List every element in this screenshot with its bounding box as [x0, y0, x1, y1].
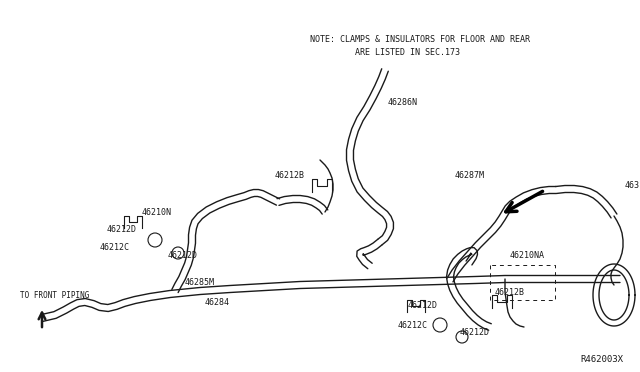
Text: 46285M: 46285M	[185, 278, 215, 287]
Text: NOTE: CLAMPS & INSULATORS FOR FLOOR AND REAR: NOTE: CLAMPS & INSULATORS FOR FLOOR AND …	[310, 35, 530, 44]
Text: 46212D: 46212D	[408, 301, 438, 310]
Text: 46210NA: 46210NA	[510, 251, 545, 260]
Text: 46212B: 46212B	[275, 171, 305, 180]
Text: TO FRONT PIPING: TO FRONT PIPING	[20, 291, 90, 300]
Text: 46284: 46284	[205, 298, 230, 307]
Text: 46313+A: 46313+A	[625, 181, 640, 190]
Text: 46286N: 46286N	[388, 98, 418, 107]
Text: R462003X: R462003X	[580, 355, 623, 364]
Text: 46212D: 46212D	[168, 251, 198, 260]
Text: 46212C: 46212C	[398, 321, 428, 330]
Text: 46212C: 46212C	[100, 243, 130, 252]
Text: 46212B: 46212B	[495, 288, 525, 297]
Text: 46287M: 46287M	[455, 171, 485, 180]
Text: 46210N: 46210N	[142, 208, 172, 217]
Text: 46212D: 46212D	[107, 225, 137, 234]
Text: 46212D: 46212D	[460, 328, 490, 337]
Text: ARE LISTED IN SEC.173: ARE LISTED IN SEC.173	[310, 48, 460, 57]
